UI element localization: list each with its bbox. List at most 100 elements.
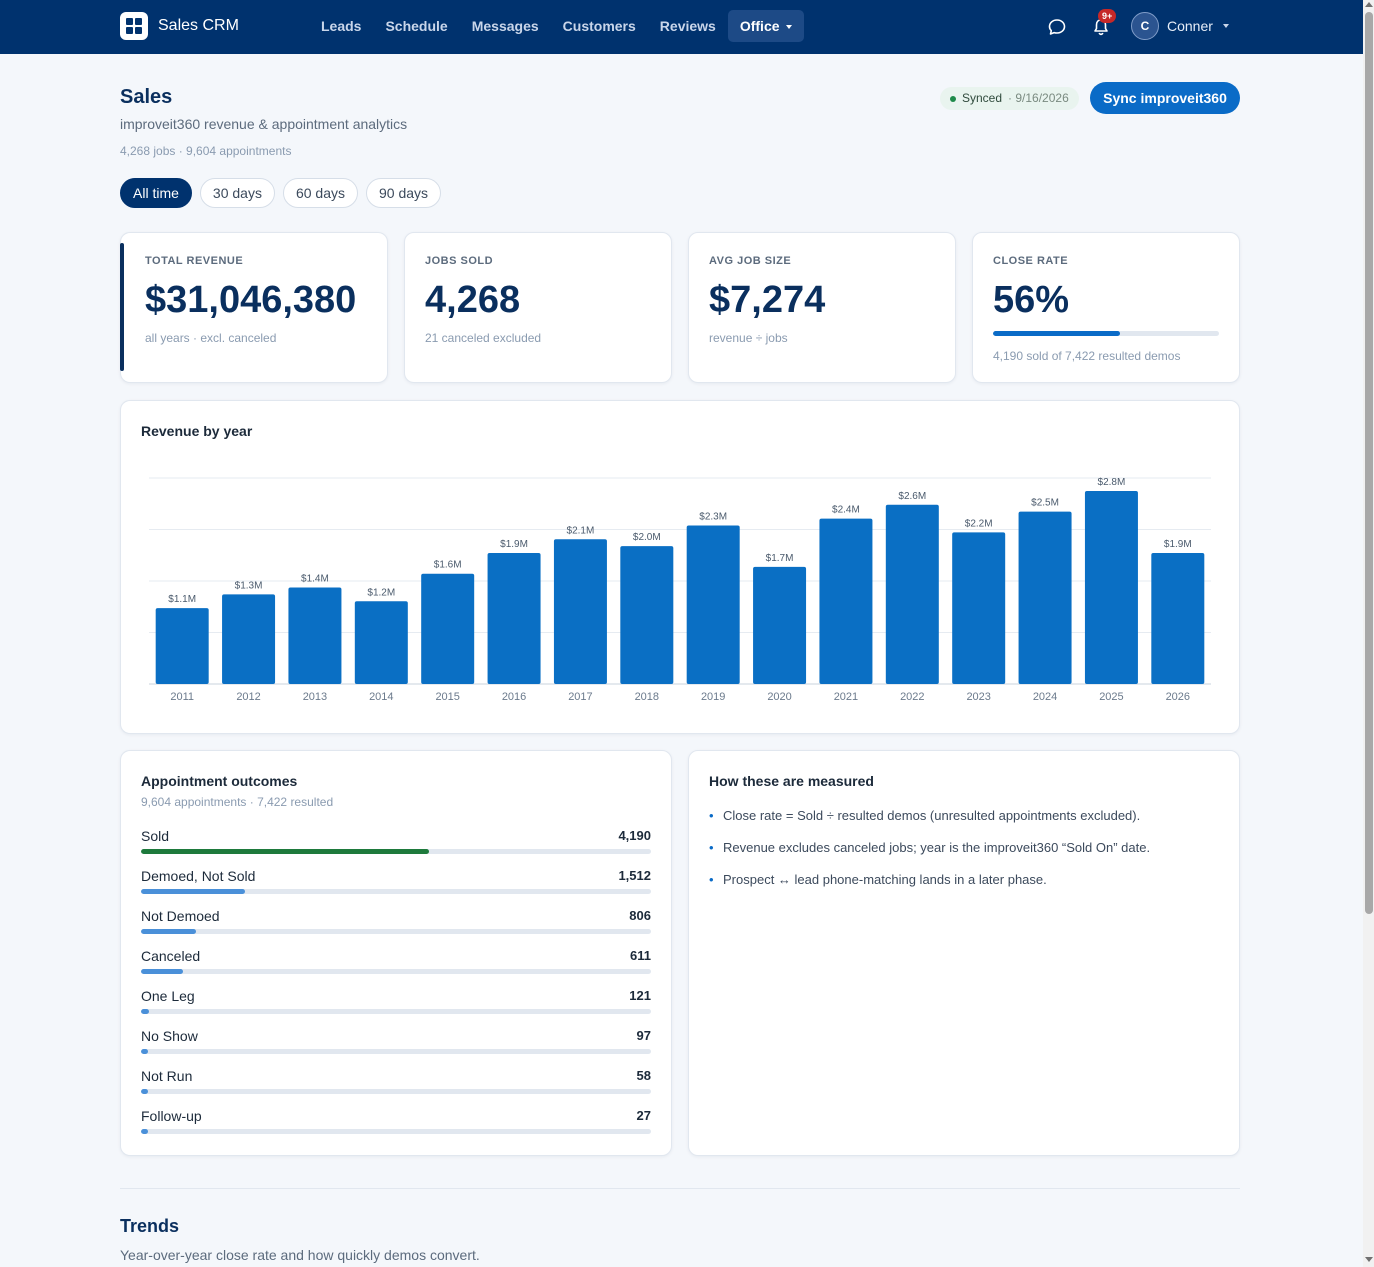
sync-button[interactable]: Sync improveit360 xyxy=(1090,82,1240,114)
bar-2024[interactable] xyxy=(1018,511,1072,684)
bar-value-label: $1.1M xyxy=(168,594,196,605)
bar-2017[interactable] xyxy=(553,539,607,684)
bar-2026[interactable] xyxy=(1151,553,1205,684)
bar-2015[interactable] xyxy=(421,573,475,684)
outcome-row: Sold 4,190 xyxy=(141,828,651,862)
filter-all-time[interactable]: All time xyxy=(120,178,192,208)
filter-30-days[interactable]: 30 days xyxy=(199,178,275,208)
main-nav: Leads Schedule Messages Customers Review… xyxy=(309,10,804,42)
nav-schedule[interactable]: Schedule xyxy=(385,18,448,34)
bar-value-label: $1.4M xyxy=(301,574,329,585)
scroll-down-arrow-icon[interactable] xyxy=(1365,1257,1373,1262)
x-tick-label: 2019 xyxy=(701,691,725,703)
page-title: Sales xyxy=(120,86,173,108)
chat-icon[interactable] xyxy=(1047,17,1067,37)
bar-value-label: $2.1M xyxy=(567,525,595,536)
x-tick-label: 2013 xyxy=(303,691,327,703)
outcome-count: 611 xyxy=(630,948,651,963)
measured-list: Close rate = Sold ÷ resulted demos (unre… xyxy=(709,808,1150,904)
outcome-count: 4,190 xyxy=(618,828,651,843)
bar-2020[interactable] xyxy=(753,566,807,684)
notification-badge: 9+ xyxy=(1098,9,1117,23)
bar-2018[interactable] xyxy=(620,546,674,684)
bar-2016[interactable] xyxy=(487,553,541,684)
chevron-down-icon[interactable] xyxy=(1223,24,1229,28)
list-item: Prospect ↔ lead phone-matching lands in … xyxy=(709,872,1150,888)
outcome-bar-track xyxy=(141,849,651,854)
outcome-bar-fill xyxy=(141,1049,148,1054)
nav-leads[interactable]: Leads xyxy=(321,18,362,34)
bar-value-label: $2.5M xyxy=(1031,498,1059,509)
outcome-bar-fill xyxy=(141,1009,150,1014)
outcomes-title: Appointment outcomes xyxy=(141,773,298,789)
filter-90-days[interactable]: 90 days xyxy=(366,178,442,208)
bar-2025[interactable] xyxy=(1084,491,1138,684)
list-item: Close rate = Sold ÷ resulted demos (unre… xyxy=(709,808,1150,824)
outcome-bar-track xyxy=(141,929,651,934)
outcome-bar-track xyxy=(141,1049,651,1054)
scroll-up-arrow-icon[interactable] xyxy=(1365,2,1373,7)
nav-office[interactable]: Office xyxy=(727,10,804,42)
outcome-bar-track xyxy=(141,889,651,894)
outcome-row: Not Run 58 xyxy=(141,1068,651,1102)
kpi-note: 4,190 sold of 7,422 resulted demos xyxy=(993,349,1181,363)
scrollbar-thumb[interactable] xyxy=(1365,12,1373,914)
user-name[interactable]: Conner xyxy=(1167,18,1213,34)
kpi-note: 21 canceled excluded xyxy=(425,331,542,345)
bar-2012[interactable] xyxy=(222,594,276,684)
trends-title: Trends xyxy=(120,1216,180,1236)
brand[interactable]: Sales CRM xyxy=(120,12,239,40)
appointment-outcomes-card: Appointment outcomes 9,604 appointments … xyxy=(120,750,672,1156)
bar-value-label: $2.3M xyxy=(699,511,727,522)
kpi-label: CLOSE RATE xyxy=(993,255,1069,267)
nav-customers[interactable]: Customers xyxy=(562,18,636,34)
bar-2021[interactable] xyxy=(819,518,873,684)
x-tick-label: 2015 xyxy=(435,691,459,703)
bar-2019[interactable] xyxy=(686,525,740,684)
nav-office-label: Office xyxy=(739,18,780,34)
bar-value-label: $2.6M xyxy=(898,491,926,502)
outcome-bar-track xyxy=(141,969,651,974)
page-subtitle: improveit360 revenue & appointment analy… xyxy=(120,116,408,132)
synced-status-badge: Synced · 9/16/2026 xyxy=(940,87,1079,110)
bar-2022[interactable] xyxy=(885,504,939,684)
measured-title: How these are measured xyxy=(709,773,874,789)
filter-60-days[interactable]: 60 days xyxy=(282,178,358,208)
avatar[interactable]: C xyxy=(1131,12,1159,40)
top-navbar: Sales CRM Leads Schedule Messages Custom… xyxy=(0,0,1363,54)
outcome-name: Sold xyxy=(141,828,170,844)
outcome-bar-track xyxy=(141,1009,651,1014)
outcome-row: Demoed, Not Sold 1,512 xyxy=(141,868,651,902)
outcome-row: Canceled 611 xyxy=(141,948,651,982)
x-tick-label: 2016 xyxy=(502,691,526,703)
outcome-count: 806 xyxy=(629,908,651,923)
kpi-note: revenue ÷ jobs xyxy=(709,331,788,345)
kpi-card-total-revenue: TOTAL REVENUE $31,046,380 all years · ex… xyxy=(120,232,388,383)
bar-value-label: $1.7M xyxy=(766,553,794,564)
bar-2013[interactable] xyxy=(288,587,342,685)
bar-2011[interactable] xyxy=(155,608,209,684)
bar-2014[interactable] xyxy=(354,601,408,684)
card-accent xyxy=(120,243,124,371)
trends-subtitle: Year-over-year close rate and how quickl… xyxy=(120,1247,480,1263)
chart-title: Revenue by year xyxy=(141,423,253,439)
kpi-label: AVG JOB SIZE xyxy=(709,255,792,267)
kpi-note: all years · excl. canceled xyxy=(145,331,277,345)
outcome-count: 121 xyxy=(629,988,651,1003)
list-item: Revenue excludes canceled jobs; year is … xyxy=(709,840,1150,856)
close-rate-progress-bar xyxy=(993,331,1219,336)
brand-name: Sales CRM xyxy=(158,17,239,34)
x-tick-label: 2014 xyxy=(369,691,393,703)
page-meta: 4,268 jobs · 9,604 appointments xyxy=(120,144,292,158)
revenue-by-year-card: Revenue by year $1.1M 2011 $1.3M 2012 $1.4M 2… xyxy=(120,400,1240,734)
kpi-value: $7,274 xyxy=(709,279,826,321)
outcome-name: One Leg xyxy=(141,988,195,1004)
x-tick-label: 2025 xyxy=(1099,691,1123,703)
nav-reviews[interactable]: Reviews xyxy=(659,18,716,34)
nav-messages[interactable]: Messages xyxy=(471,18,539,34)
kpi-label: JOBS SOLD xyxy=(425,255,494,267)
outcome-bar-fill xyxy=(141,889,245,894)
bar-2023[interactable] xyxy=(952,532,1006,684)
chevron-down-icon xyxy=(785,25,792,30)
outcome-row: Not Demoed 806 xyxy=(141,908,651,942)
